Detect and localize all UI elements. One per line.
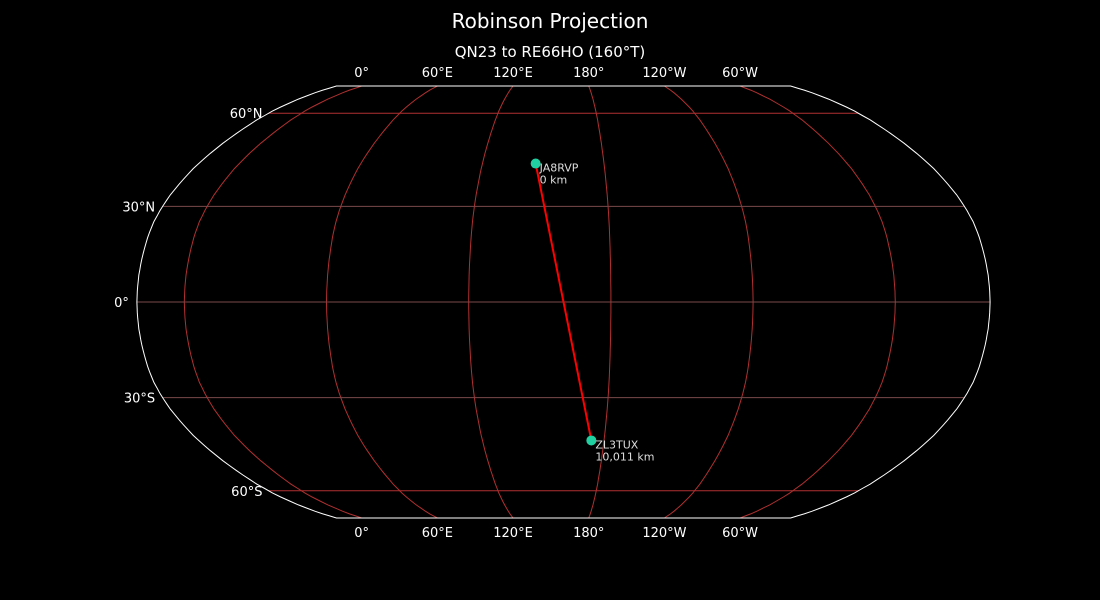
longitude-label-bottom: 180°	[573, 526, 604, 541]
longitude-label-top: 0°	[354, 66, 369, 81]
station-distance: 0 km	[540, 174, 568, 187]
map-subtitle: QN23 to RE66HO (160°T)	[454, 43, 646, 61]
station-distance: 10,011 km	[595, 450, 654, 463]
great-circle-path	[534, 163, 593, 441]
latitude-label: 30°S	[124, 392, 155, 407]
station-callsign: JA8RVP	[539, 162, 579, 175]
station-marker[interactable]	[530, 158, 541, 169]
longitude-label-bottom: 60°E	[422, 526, 453, 541]
longitude-label-bottom: 120°E	[493, 526, 533, 541]
station-callsign: ZL3TUX	[595, 438, 638, 451]
longitude-label-top: 120°W	[642, 66, 686, 81]
map-frame	[136, 85, 991, 519]
latitude-label: 60°S	[231, 485, 262, 500]
longitude-label-top: 60°E	[422, 66, 453, 81]
latitude-label: 0°	[114, 296, 129, 311]
latitude-label: 60°N	[230, 107, 263, 122]
longitude-label-bottom: 0°	[354, 526, 369, 541]
longitude-label-top: 120°E	[493, 66, 533, 81]
longitude-label-top: 180°	[573, 66, 604, 81]
longitude-label-top: 60°W	[722, 66, 758, 81]
station-marker[interactable]	[586, 435, 597, 446]
longitude-label-bottom: 120°W	[642, 526, 686, 541]
longitude-label-bottom: 60°W	[722, 526, 758, 541]
latitude-label: 30°N	[122, 200, 155, 215]
map-title: Robinson Projection	[451, 9, 649, 33]
